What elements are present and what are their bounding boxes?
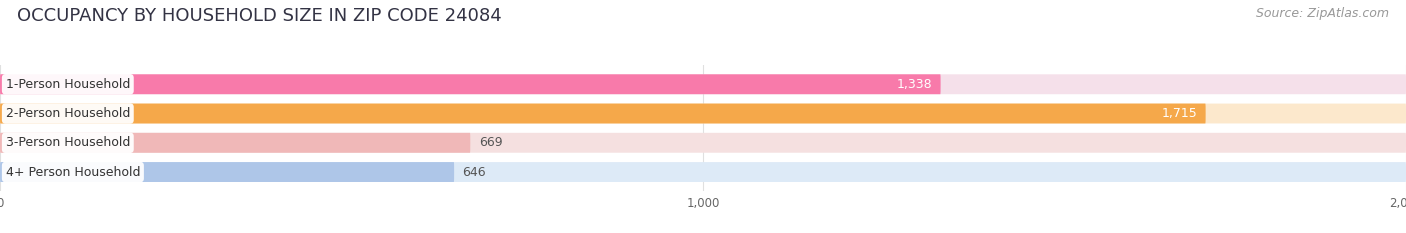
Text: 4+ Person Household: 4+ Person Household <box>6 165 141 178</box>
Text: Source: ZipAtlas.com: Source: ZipAtlas.com <box>1256 7 1389 20</box>
FancyBboxPatch shape <box>0 133 1406 153</box>
Text: OCCUPANCY BY HOUSEHOLD SIZE IN ZIP CODE 24084: OCCUPANCY BY HOUSEHOLD SIZE IN ZIP CODE … <box>17 7 502 25</box>
Text: 3-Person Household: 3-Person Household <box>6 136 129 149</box>
FancyBboxPatch shape <box>0 162 1406 182</box>
Text: 669: 669 <box>479 136 502 149</box>
FancyBboxPatch shape <box>0 162 454 182</box>
Text: 1,338: 1,338 <box>897 78 932 91</box>
FancyBboxPatch shape <box>0 133 471 153</box>
Text: 1-Person Household: 1-Person Household <box>6 78 129 91</box>
FancyBboxPatch shape <box>0 104 1406 123</box>
Text: 646: 646 <box>463 165 486 178</box>
FancyBboxPatch shape <box>0 104 1206 123</box>
Text: 1,715: 1,715 <box>1161 107 1198 120</box>
FancyBboxPatch shape <box>0 74 941 94</box>
FancyBboxPatch shape <box>0 74 1406 94</box>
Text: 2-Person Household: 2-Person Household <box>6 107 129 120</box>
